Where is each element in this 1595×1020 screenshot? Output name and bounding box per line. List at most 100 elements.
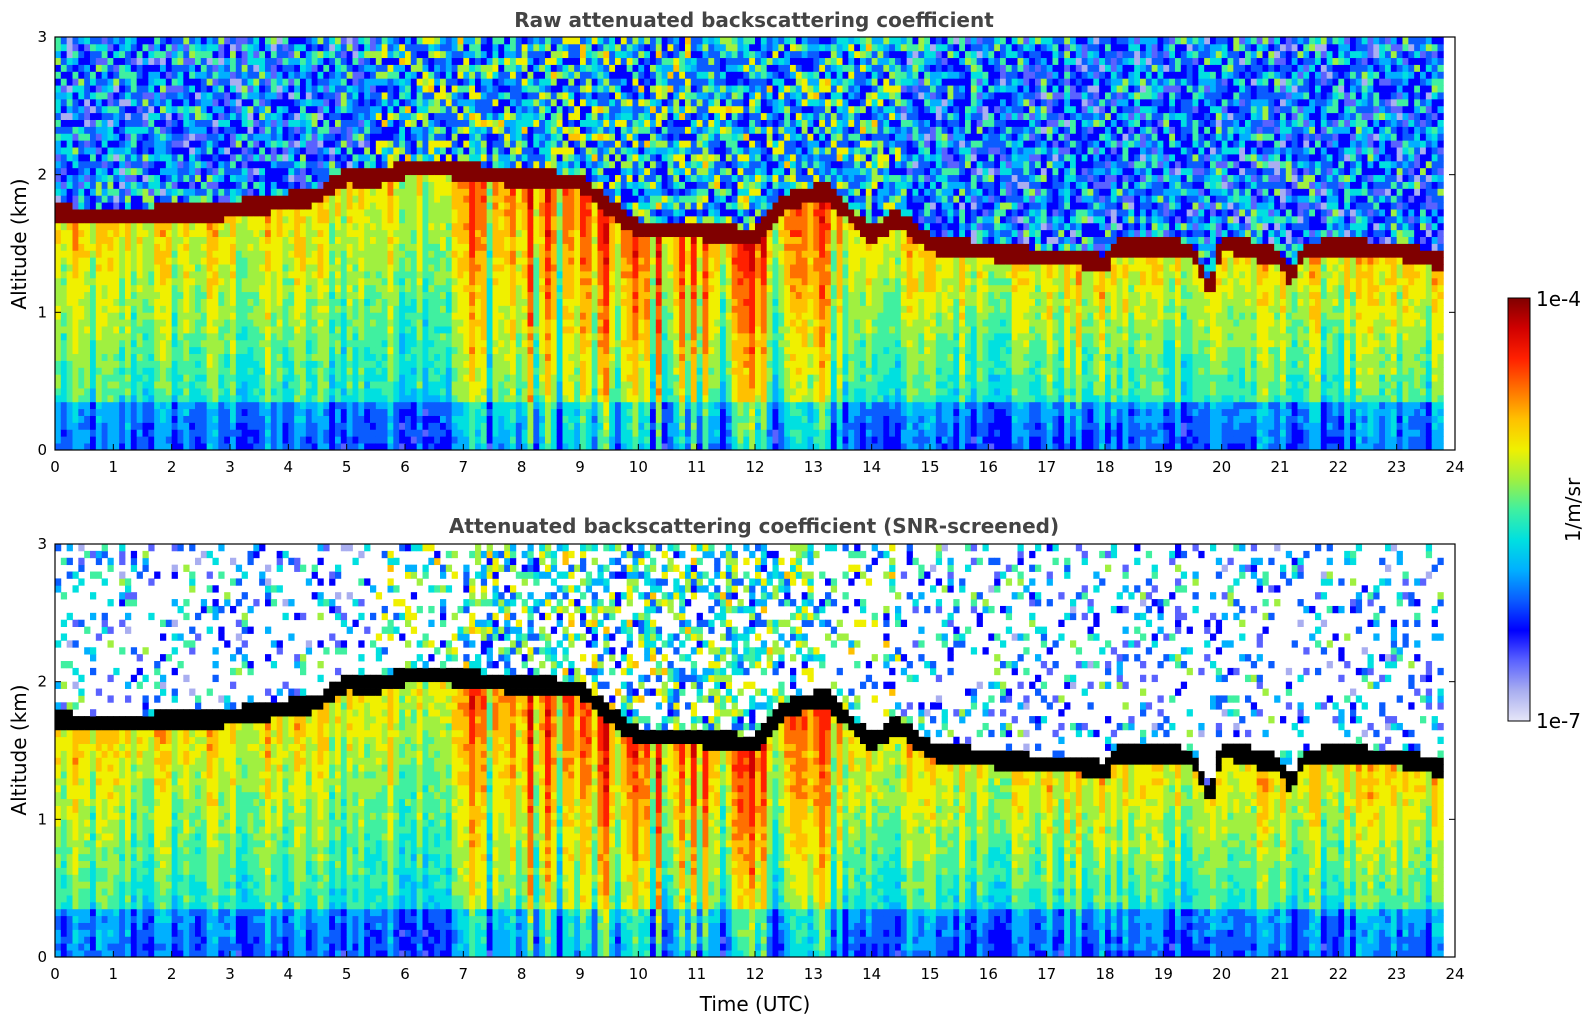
heatmap-cell xyxy=(55,113,61,120)
heatmap-cell xyxy=(61,250,67,257)
heatmap-cell xyxy=(125,367,131,374)
heatmap-cell xyxy=(113,278,119,285)
heatmap-cell xyxy=(154,85,160,92)
heatmap-cell xyxy=(67,223,73,230)
heatmap-cell xyxy=(137,99,143,106)
heatmap-cell xyxy=(102,168,108,175)
heatmap-cell xyxy=(119,361,125,368)
heatmap-cell xyxy=(55,37,61,44)
heatmap-cell xyxy=(119,381,125,388)
heatmap-cell xyxy=(137,271,143,278)
heatmap-cell xyxy=(90,416,96,423)
heatmap-cell xyxy=(96,182,102,189)
heatmap-cell xyxy=(131,202,137,209)
heatmap-cell xyxy=(131,168,137,175)
heatmap-cell xyxy=(102,161,108,168)
heatmap-cell xyxy=(113,113,119,120)
heatmap-cell xyxy=(154,257,160,264)
heatmap-cell xyxy=(131,106,137,113)
heatmap-cell xyxy=(137,71,143,78)
heatmap-cell xyxy=(113,92,119,99)
heatmap-cell xyxy=(119,58,125,65)
heatmap-cell xyxy=(137,175,143,182)
heatmap-cell xyxy=(90,168,96,175)
heatmap-cell xyxy=(61,299,67,306)
heatmap-cell xyxy=(84,409,90,416)
heatmap-cell xyxy=(61,216,67,223)
heatmap-cell xyxy=(90,429,96,436)
heatmap-cell xyxy=(137,168,143,175)
heatmap-cell xyxy=(148,381,154,388)
heatmap-cell xyxy=(125,209,131,216)
heatmap-cell xyxy=(131,250,137,257)
heatmap-cell xyxy=(73,209,79,216)
heatmap-cell xyxy=(160,271,166,278)
heatmap-cell xyxy=(84,106,90,113)
heatmap-cell xyxy=(137,106,143,113)
heatmap-cell xyxy=(108,244,114,251)
heatmap-cell xyxy=(137,120,143,127)
heatmap-cell xyxy=(148,326,154,333)
heatmap-cell xyxy=(61,78,67,85)
heatmap-cell xyxy=(73,443,79,450)
heatmap-cell xyxy=(119,44,125,51)
heatmap-cell xyxy=(160,326,166,333)
heatmap-cell xyxy=(113,319,119,326)
heatmap-cell xyxy=(137,292,143,299)
heatmap-cell xyxy=(160,402,166,409)
heatmap-cell xyxy=(67,65,73,72)
heatmap-cell xyxy=(119,140,125,147)
heatmap-cell xyxy=(137,250,143,257)
heatmap-cell xyxy=(55,326,61,333)
heatmap-cell xyxy=(113,257,119,264)
heatmap-cell xyxy=(108,257,114,264)
heatmap-cell xyxy=(154,147,160,154)
heatmap-cell xyxy=(61,271,67,278)
heatmap-cell xyxy=(125,106,131,113)
heatmap-cell xyxy=(67,37,73,44)
heatmap-cell xyxy=(137,388,143,395)
heatmap-cell xyxy=(119,188,125,195)
heatmap-cell xyxy=(113,140,119,147)
heatmap-cell xyxy=(143,354,149,361)
heatmap-cell xyxy=(102,381,108,388)
heatmap-cell xyxy=(73,395,79,402)
heatmap-cell xyxy=(90,106,96,113)
heatmap-cell xyxy=(125,381,131,388)
heatmap-cell xyxy=(90,374,96,381)
heatmap-cell xyxy=(84,92,90,99)
heatmap-cell xyxy=(108,347,114,354)
heatmap-cell xyxy=(108,85,114,92)
heatmap-cell xyxy=(55,299,61,306)
heatmap-cell xyxy=(90,44,96,51)
heatmap-cell xyxy=(61,285,67,292)
heatmap-cell xyxy=(78,347,84,354)
heatmap-cell xyxy=(125,416,131,423)
heatmap-cell xyxy=(96,168,102,175)
heatmap-cell xyxy=(125,271,131,278)
heatmap-cell xyxy=(73,244,79,251)
heatmap-cell xyxy=(84,140,90,147)
heatmap-cell xyxy=(131,381,137,388)
heatmap-cell xyxy=(143,209,149,216)
heatmap-cell xyxy=(148,374,154,381)
heatmap-cell xyxy=(78,195,84,202)
heatmap-cell xyxy=(90,388,96,395)
heatmap-cell xyxy=(154,126,160,133)
heatmap-cell xyxy=(96,161,102,168)
heatmap-cell xyxy=(143,429,149,436)
heatmap-cell xyxy=(102,395,108,402)
heatmap-cell xyxy=(84,367,90,374)
heatmap-cell xyxy=(102,237,108,244)
heatmap-cell xyxy=(119,409,125,416)
heatmap-cell xyxy=(55,106,61,113)
heatmap-cell xyxy=(137,154,143,161)
heatmap-cell xyxy=(67,113,73,120)
heatmap-cell xyxy=(78,374,84,381)
heatmap-cell xyxy=(67,175,73,182)
heatmap-cell xyxy=(90,367,96,374)
heatmap-cell xyxy=(67,209,73,216)
heatmap-cell xyxy=(78,250,84,257)
heatmap-cell xyxy=(137,305,143,312)
heatmap-cell xyxy=(125,244,131,251)
